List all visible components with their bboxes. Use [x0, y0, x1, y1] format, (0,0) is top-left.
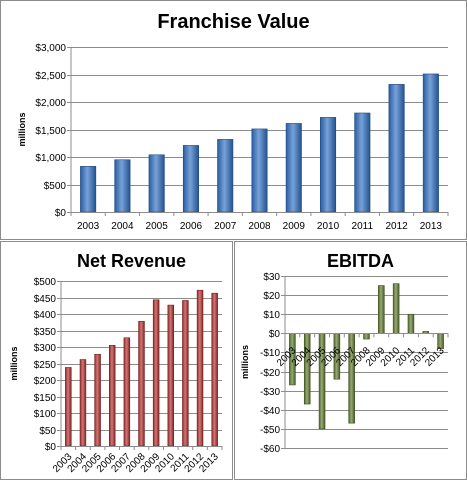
y-tick-label: -$10: [260, 348, 280, 359]
y-tick-label: -$20: [260, 368, 280, 379]
y-tick-label: $250: [34, 360, 57, 371]
x-tick-label: 2006: [180, 221, 203, 232]
y-tick-label: $0: [55, 208, 67, 219]
y-tick-label: -$60: [260, 444, 280, 455]
y-tick-label: $1,500: [35, 126, 66, 137]
bar: [251, 128, 268, 213]
bar: [80, 166, 97, 213]
y-tick-label: $150: [34, 393, 57, 404]
y-tick-label: $0: [45, 442, 57, 453]
bar: [167, 304, 175, 447]
franchise-value-chart: $0 $500 $1,000 $1,500 $2,000 $2,500 $3,000 2003…: [17, 43, 449, 232]
chart-title: Net Revenue: [76, 251, 187, 271]
chart-title: Franchise Value: [157, 11, 310, 33]
x-tick-label: 2007: [214, 221, 237, 232]
net-revenue-panel: Net Revenue $0 $50 $100 $150 $200 $250 $300 $35…: [0, 241, 233, 480]
bar: [182, 145, 199, 213]
bar: [363, 333, 370, 340]
bar: [182, 300, 189, 447]
bar: [285, 123, 302, 213]
y-tick-label: $3,000: [35, 43, 66, 54]
y-axis-label: millions: [240, 345, 250, 379]
bar: [388, 84, 405, 213]
ebitda-panel: EBITDA -$60 -$50 -$40 -$30 -$20 -$10 $0 $10 $20 $…: [234, 241, 467, 480]
bar: [114, 159, 131, 213]
y-tick-label: $400: [34, 310, 57, 321]
bar: [79, 359, 87, 447]
y-tick-label: $0: [269, 329, 281, 340]
bar: [196, 289, 204, 447]
bar: [211, 292, 218, 447]
x-tick-label: 2004: [111, 221, 134, 232]
y-tick-label: $20: [263, 291, 280, 302]
bar: [320, 117, 337, 213]
y-tick-label: -$50: [260, 425, 280, 436]
bar: [217, 139, 234, 213]
x-tick-label: 2013: [420, 221, 443, 232]
bar: [378, 285, 385, 334]
y-tick-label: $50: [39, 426, 56, 437]
bar: [94, 353, 101, 447]
y-tick-label: -$40: [260, 406, 280, 417]
y-tick-label: $30: [263, 272, 280, 283]
x-tick-label: 2011: [352, 221, 374, 232]
x-tick-label: 2003: [77, 221, 100, 232]
bar: [65, 367, 72, 447]
y-tick-label: $100: [34, 409, 57, 420]
bar: [422, 73, 439, 213]
x-tick-label: 2012: [385, 221, 408, 232]
bar: [109, 345, 116, 447]
bar: [138, 320, 145, 447]
y-axis-label: millions: [9, 346, 19, 380]
net-revenue-chart: $0 $50 $100 $150 $200 $250 $300 $350 $400 $450 $50…: [9, 277, 223, 475]
y-tick-label: $350: [34, 327, 57, 338]
bar: [392, 283, 400, 334]
ebitda-chart: -$60-$50-$40-$30-$20-$10$0$10$20$3020032…: [240, 272, 449, 455]
x-tick-label: 2005: [146, 221, 169, 232]
bar: [152, 299, 160, 447]
x-tick-label: 2010: [317, 221, 340, 232]
y-tick-label: $200: [34, 376, 57, 387]
bar: [303, 333, 311, 405]
y-tick-label: -$30: [260, 387, 280, 398]
y-axis-label: millions: [17, 112, 27, 146]
x-tick-label: 2009: [283, 221, 306, 232]
y-tick-label: $1,000: [35, 153, 66, 164]
y-tick-label: $2,000: [35, 98, 66, 109]
y-tick-label: $450: [34, 294, 57, 305]
bar: [123, 337, 131, 447]
chart-title: EBITDA: [327, 251, 394, 271]
franchise-value-panel: Franchise Value $0 $500 $1,000 $1,500 $2,000…: [0, 0, 467, 240]
y-tick-label: $2,500: [35, 71, 66, 82]
y-tick-label: $500: [34, 277, 57, 288]
y-tick-label: $500: [44, 181, 67, 192]
bar: [148, 154, 165, 213]
bar: [354, 112, 371, 213]
y-tick-label: $300: [34, 343, 57, 354]
x-tick-label: 2008: [248, 221, 271, 232]
y-tick-label: $10: [263, 310, 280, 321]
bar: [407, 313, 415, 334]
